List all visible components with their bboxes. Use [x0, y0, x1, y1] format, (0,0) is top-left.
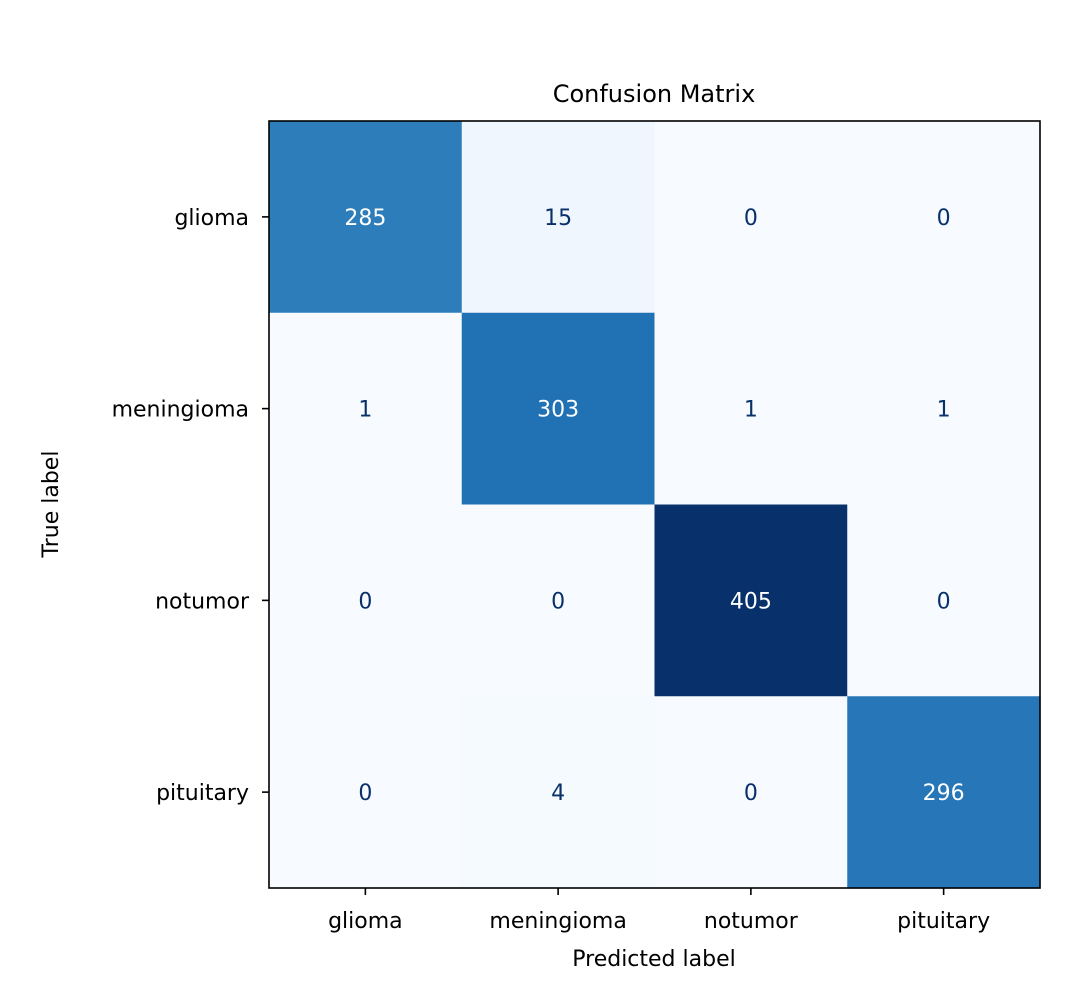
cell-value-label: 0	[744, 206, 758, 231]
heatmap-cell	[847, 312, 1041, 506]
heatmap-cell	[461, 312, 656, 506]
heatmap-cell	[461, 504, 656, 697]
cell-value-label: 0	[744, 781, 758, 806]
cell-value-label: 15	[544, 206, 572, 231]
chart-title: Confusion Matrix	[553, 80, 756, 108]
heatmap-cell	[847, 504, 1041, 697]
cell-value-label: 1	[937, 398, 951, 423]
cell-value-label: 303	[537, 398, 579, 423]
y-tick-label: pituitary	[156, 781, 249, 806]
heatmap-cells	[269, 121, 1041, 889]
y-tick-label: meningioma	[112, 398, 249, 423]
cell-value-label: 1	[358, 398, 372, 423]
heatmap-cell	[269, 312, 463, 506]
heatmap-cell	[654, 121, 848, 314]
heatmap-cell	[654, 312, 848, 506]
x-tick-label: glioma	[328, 909, 403, 934]
cell-value-label: 285	[344, 206, 386, 231]
y-tick-label: notumor	[155, 589, 250, 614]
cell-value-labels: 285 15 0 0 1 303 1 1 0 0 405 0 0 4 0 296	[344, 206, 964, 806]
heatmap-cell	[269, 696, 463, 889]
plot-frame	[268, 120, 1041, 889]
x-tick-label: pituitary	[897, 909, 990, 934]
heatmap-cell	[654, 504, 848, 697]
heatmap-cell	[269, 504, 463, 697]
heatmap-cell	[654, 696, 848, 889]
y-axis-ticks: glioma meningioma notumor pituitary	[112, 206, 269, 806]
x-tick-label: meningioma	[489, 909, 626, 934]
y-tick-label: glioma	[174, 206, 249, 231]
y-axis-label: True label	[39, 451, 64, 559]
cell-value-label: 0	[937, 589, 951, 614]
x-tick-label: notumor	[704, 909, 799, 934]
cell-value-label: 1	[744, 398, 758, 423]
cell-value-label: 0	[937, 206, 951, 231]
heatmap-cell	[461, 696, 656, 889]
x-axis-ticks: glioma meningioma notumor pituitary	[328, 888, 990, 934]
cell-value-label: 0	[358, 781, 372, 806]
heatmap-cell	[461, 121, 656, 314]
cell-value-label: 0	[551, 589, 565, 614]
heatmap-cell	[847, 121, 1041, 314]
cell-value-label: 4	[551, 781, 565, 806]
cell-value-label: 0	[358, 589, 372, 614]
heatmap-cell	[847, 696, 1041, 889]
heatmap-cell	[269, 121, 463, 314]
x-axis-label: Predicted label	[572, 947, 735, 972]
cell-value-label: 405	[730, 589, 772, 614]
cell-value-label: 296	[923, 781, 965, 806]
